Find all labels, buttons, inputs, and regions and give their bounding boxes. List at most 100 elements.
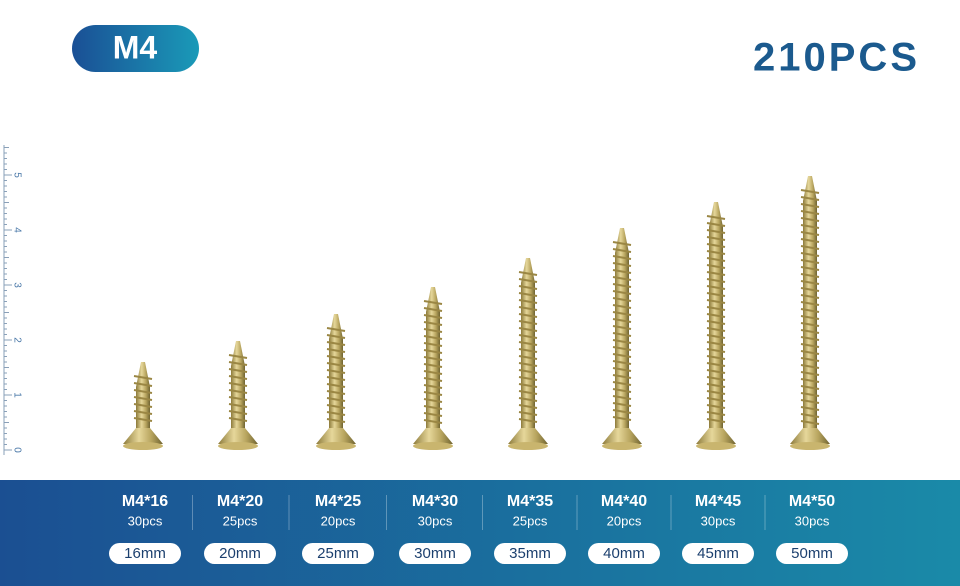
screw-thread [326,404,346,409]
screw-thread [228,354,248,359]
screw-thread [800,308,820,313]
screw-thread [133,410,153,415]
badge-text: M4 [113,29,158,65]
length-pill [204,543,276,564]
item-count: 25pcs [513,513,548,528]
length-pill [682,543,754,564]
screw-thread [228,382,248,387]
screw-thread [518,404,538,409]
screw-thread [423,384,443,389]
screw-thread [800,322,820,327]
screw-thread [706,306,726,311]
screw-thread [518,271,538,276]
screw-thread [612,360,632,365]
screw-thread [800,371,820,376]
screw-thread [518,320,538,325]
screw-thread [518,376,538,381]
screw-thread [133,389,153,394]
screw-thread [800,224,820,229]
screw-thread [706,327,726,332]
length-pill [776,543,848,564]
screw-thread [612,388,632,393]
screw-thread [326,362,346,367]
screw-thread [800,301,820,306]
item-count: 30pcs [795,513,830,528]
screw-thread [800,196,820,201]
total-count: 210PCS [753,36,920,80]
screw-thread [518,292,538,297]
screw-thread [800,385,820,390]
screw-thread [706,341,726,346]
screw-thread [423,412,443,417]
screw-thread [800,259,820,264]
screw-thread [706,411,726,416]
screw-thread [518,355,538,360]
screw-head [508,428,548,444]
screw-thread [706,369,726,374]
screw-head [790,428,830,444]
item-length: 45mm [697,545,739,562]
screw-thread [706,236,726,241]
length-pill [109,543,181,564]
screw-thread [612,255,632,260]
length-pill [302,543,374,564]
screw-thread [800,217,820,222]
screw-thread [800,210,820,215]
screw-thread [518,411,538,416]
item-count: 30pcs [701,513,736,528]
screw-thread [612,381,632,386]
screw-thread [706,257,726,262]
screw-thread [326,390,346,395]
screw-thread [518,313,538,318]
screw-thread [612,241,632,246]
screw-thread [706,271,726,276]
item-name: M4*30 [412,493,458,510]
screw-head-top [316,442,356,450]
item-length: 40mm [603,545,645,562]
screw-thread [706,313,726,318]
screw-thread [800,252,820,257]
item-length: 30mm [414,545,456,562]
screw-thread [706,215,726,220]
screw-thread [326,411,346,416]
screw-thread [706,334,726,339]
screw-thread [228,368,248,373]
screw-thread [706,243,726,248]
ruler-label: 3 [11,282,22,288]
item-length: 25mm [317,545,359,562]
screw-thread [706,348,726,353]
screw-thread [800,245,820,250]
screw-thread [423,405,443,410]
screw-thread [800,343,820,348]
screw-thread [326,341,346,346]
screw-thread [706,383,726,388]
screw-thread [612,367,632,372]
screw-head [218,428,258,444]
screw-thread [612,395,632,400]
item-name: M4*16 [122,493,168,510]
screw-thread [800,189,820,194]
screw-thread [326,383,346,388]
screw-thread [800,280,820,285]
screw-thread [612,374,632,379]
ruler-label: 2 [11,337,22,343]
screw-thread [612,332,632,337]
screw-thread [228,361,248,366]
ruler-label: 4 [11,227,22,233]
screw-thread [518,348,538,353]
screw-thread [800,273,820,278]
screw-thread [706,278,726,283]
screw-thread [706,362,726,367]
screw-thread [706,299,726,304]
screw-thread [228,396,248,401]
screw-thread [706,250,726,255]
screw-thread [800,392,820,397]
item-length: 16mm [124,545,166,562]
item-name: M4*45 [695,493,741,510]
ruler-group: 0 1 2 3 4 5 [4,147,22,453]
screw-thread [612,325,632,330]
screw-thread [800,329,820,334]
screw-thread [800,357,820,362]
screw-thread [612,353,632,358]
screw-thread [518,397,538,402]
